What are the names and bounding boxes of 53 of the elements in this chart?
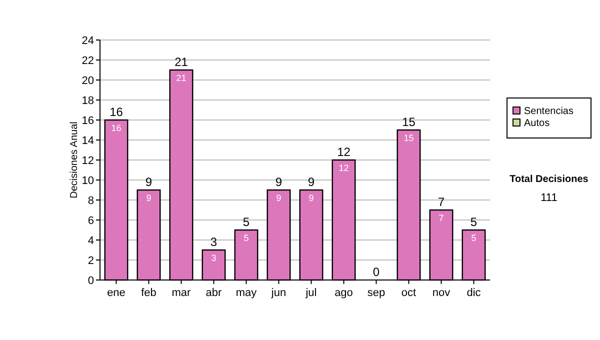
total-label: 12 [337, 145, 351, 159]
x-tick-label: nov [432, 287, 451, 299]
data-label: 9 [146, 193, 152, 203]
x-tick-label: sep [367, 287, 386, 299]
total-label: 7 [438, 195, 445, 209]
legend-label: Sentencias [524, 106, 574, 117]
data-label: 21 [176, 73, 186, 83]
y-tick-label: 10 [82, 175, 94, 187]
data-label: 7 [438, 213, 444, 223]
total-label: 9 [275, 175, 282, 189]
y-tick-label: 24 [82, 35, 94, 47]
text: Total Decisiones [510, 174, 589, 185]
x-tick-label: mar [172, 287, 192, 299]
total-label: 16 [110, 105, 124, 119]
total-label: 3 [210, 235, 218, 249]
data-label: 15 [404, 133, 414, 143]
y-tick-label: 18 [82, 95, 94, 107]
total-label: 9 [145, 175, 152, 189]
y-tick-label: 0 [88, 275, 94, 287]
legend-label: Autos [524, 118, 550, 129]
y-tick-label: 2 [88, 255, 94, 267]
total-label: 15 [402, 115, 416, 129]
total-label: 21 [174, 55, 188, 69]
x-tick-label: jun [270, 287, 286, 299]
y-tick-label: 16 [82, 115, 94, 127]
y-tick-label: 20 [82, 75, 94, 87]
data-label: 16 [111, 123, 122, 133]
x-tick-label: feb [141, 287, 156, 299]
data-label: 9 [276, 193, 282, 203]
x-tick-label: oct [401, 287, 416, 299]
y-tick-label: 12 [82, 155, 94, 167]
total-label: 9 [308, 175, 315, 189]
x-tick-label: ago [334, 287, 353, 299]
total-label: 5 [470, 215, 478, 229]
data-label: 5 [471, 233, 476, 243]
x-tick-label: dic [466, 287, 482, 299]
x-tick-label: ene [107, 287, 126, 299]
y-tick-label: 6 [88, 215, 94, 227]
x-tick-label: abr [206, 287, 222, 299]
data-label: 12 [338, 163, 349, 173]
text: 111 [540, 192, 558, 204]
y-axis-title: Decisiones Anual [69, 122, 80, 198]
data-label: 9 [308, 193, 314, 203]
total-label: 5 [242, 215, 250, 229]
total-label: 0 [372, 265, 380, 279]
x-tick-label: jul [304, 287, 317, 299]
y-tick-label: 4 [88, 235, 94, 247]
x-tick-label: may [236, 287, 258, 299]
y-tick-label: 22 [82, 55, 94, 67]
y-tick-label: 8 [88, 195, 94, 207]
y-tick-label: 14 [82, 135, 94, 147]
data-label: 3 [211, 253, 216, 263]
data-label: 5 [244, 233, 249, 243]
